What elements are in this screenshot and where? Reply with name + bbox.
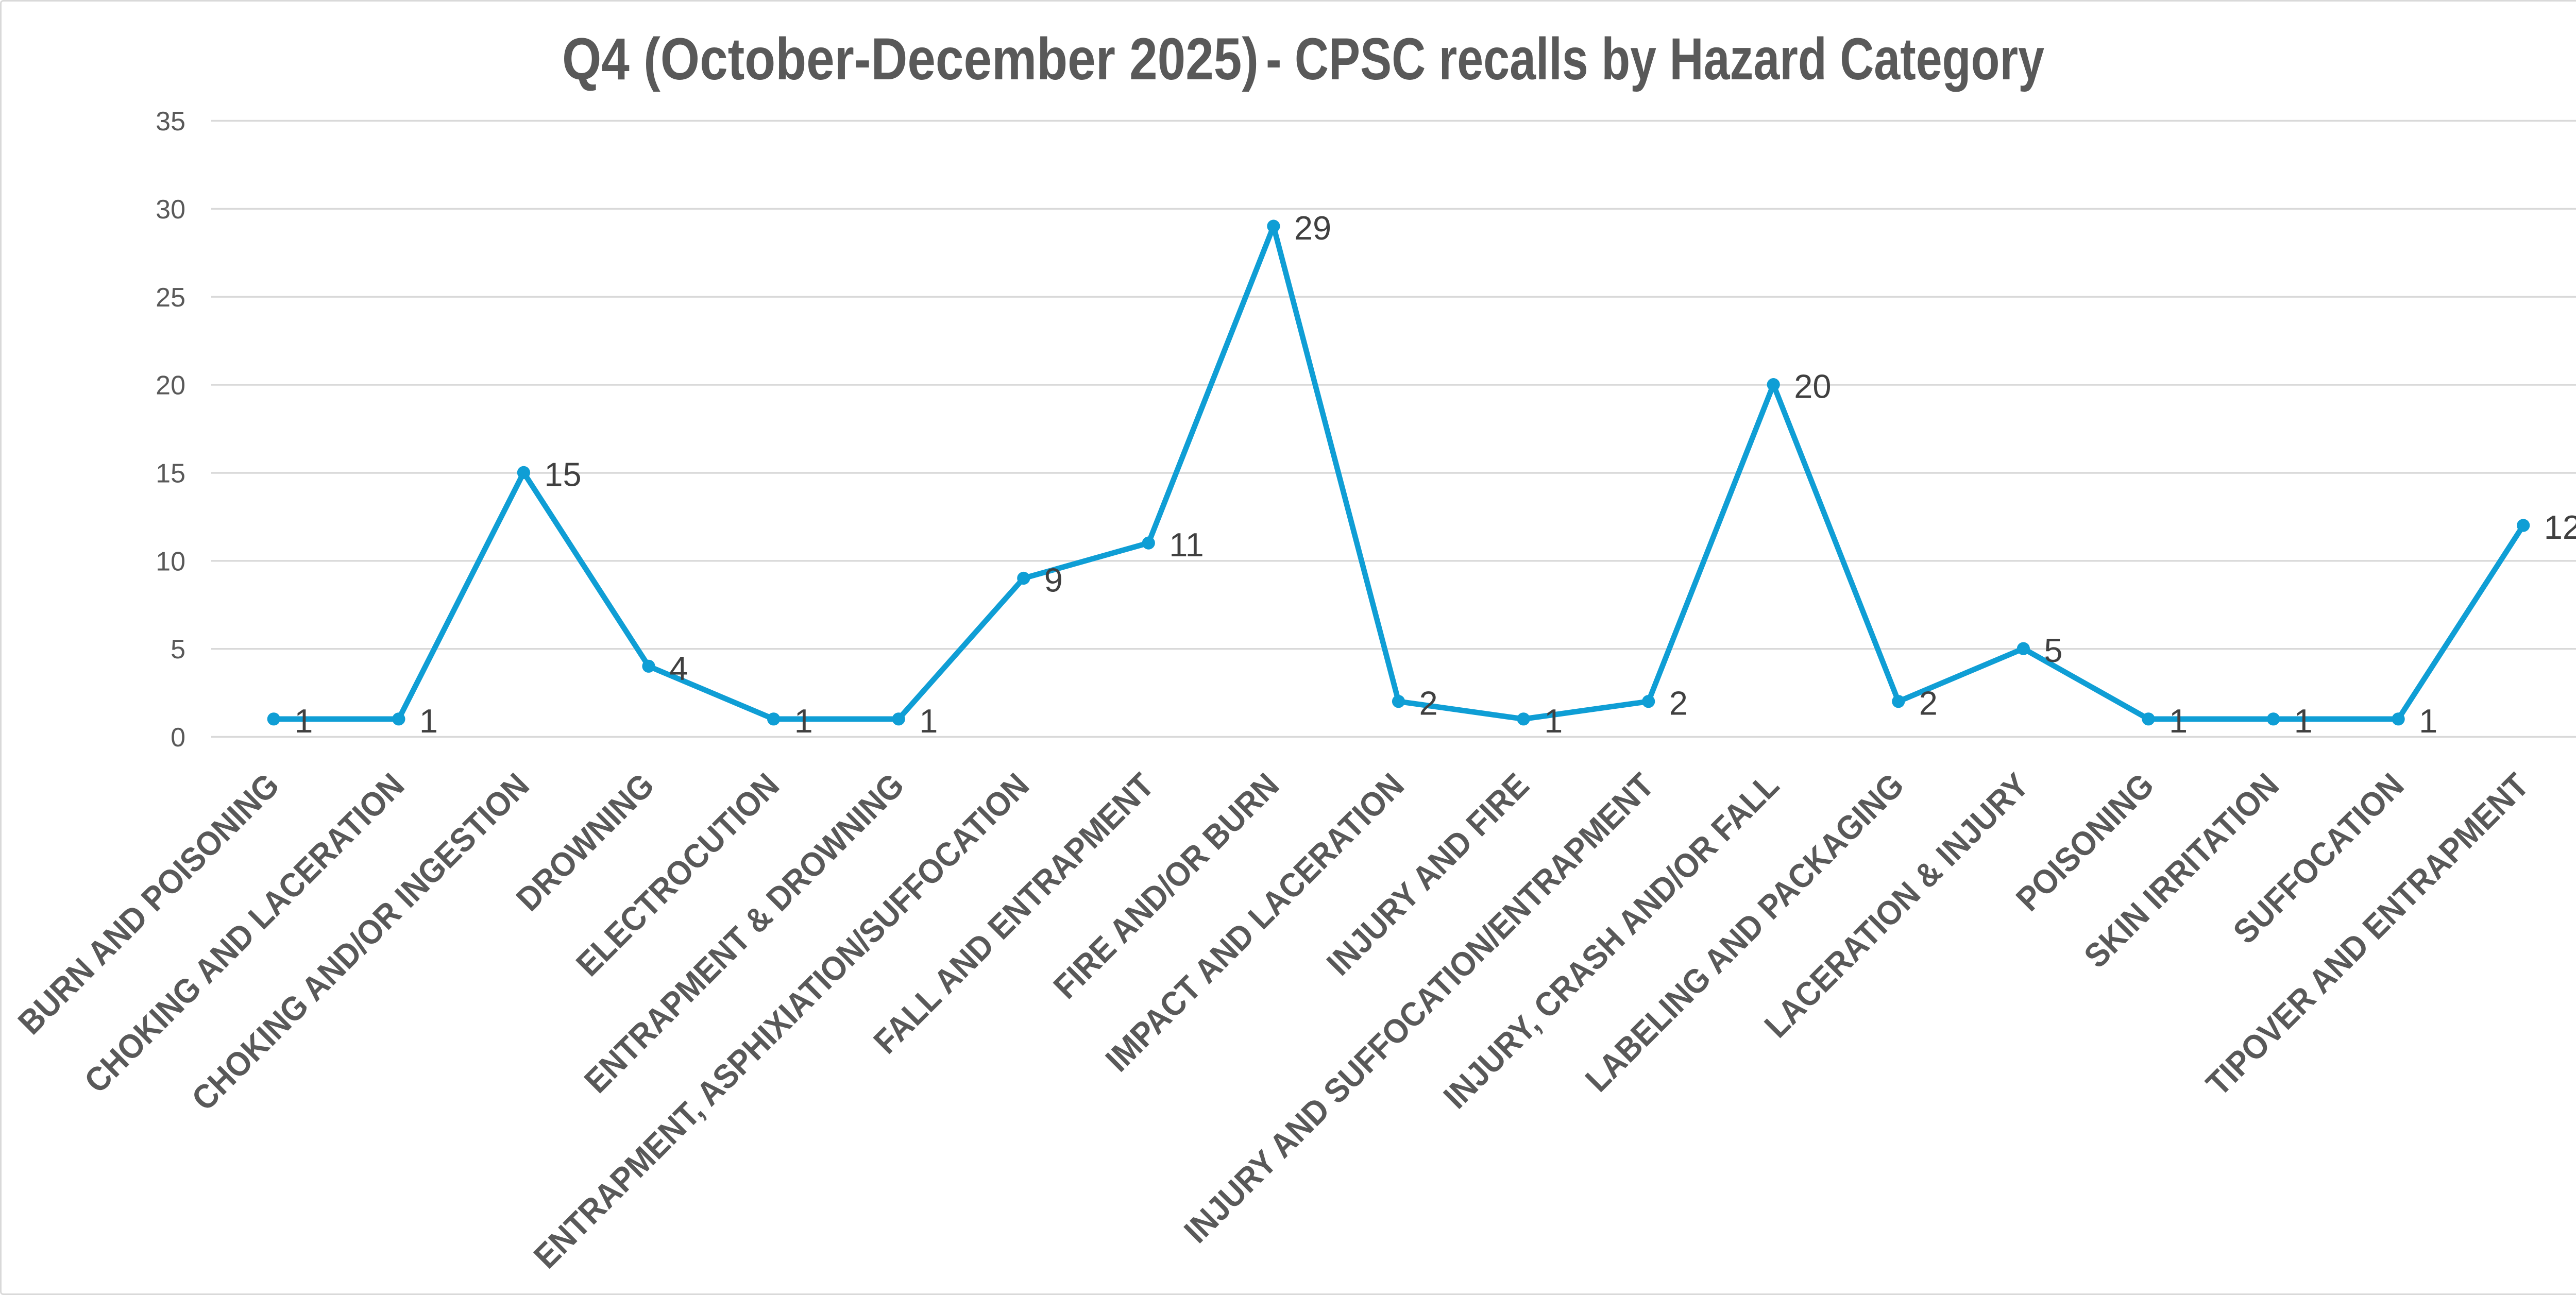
svg-text:5: 5 [171, 635, 185, 664]
svg-text:20: 20 [1794, 368, 1831, 405]
svg-text:1: 1 [1544, 702, 1563, 740]
svg-text:12: 12 [2544, 508, 2576, 546]
svg-text:15: 15 [156, 459, 185, 489]
svg-text:15: 15 [544, 455, 581, 493]
svg-text:1: 1 [419, 702, 438, 740]
svg-text:2: 2 [1419, 685, 1438, 722]
svg-text:11: 11 [1169, 526, 1204, 564]
svg-text:35: 35 [156, 107, 185, 137]
svg-text:25: 25 [156, 283, 185, 313]
svg-text:1: 1 [2169, 702, 2188, 740]
svg-text:29: 29 [1294, 209, 1331, 247]
svg-text:2: 2 [1669, 685, 1688, 722]
svg-text:- CPSC recalls by Hazard Categ: - CPSC recalls by Hazard Category [1266, 26, 2044, 92]
svg-text:5: 5 [2044, 632, 2062, 669]
svg-text:1: 1 [294, 702, 313, 740]
svg-text:1: 1 [2294, 702, 2313, 740]
svg-text:0: 0 [171, 723, 185, 753]
svg-text:1: 1 [794, 702, 813, 740]
svg-text:1: 1 [2419, 702, 2437, 740]
svg-text:2: 2 [1919, 685, 1938, 722]
svg-text:1: 1 [919, 702, 938, 740]
svg-text:9: 9 [1044, 561, 1063, 599]
svg-text:4: 4 [669, 649, 688, 687]
svg-text:10: 10 [156, 547, 185, 576]
svg-text:Q4 (October-December 2025): Q4 (October-December 2025) [562, 26, 1259, 92]
svg-text:20: 20 [156, 371, 185, 401]
svg-text:30: 30 [156, 195, 185, 225]
